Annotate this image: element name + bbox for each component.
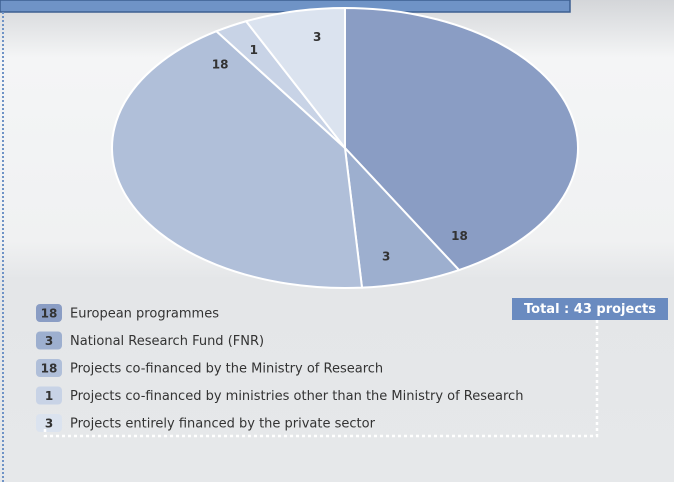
legend-label: Projects co-financed by ministries other… (70, 389, 523, 404)
pie-slice (344, 6, 579, 272)
legend-value: 3 (45, 417, 53, 431)
legend-value: 3 (45, 334, 53, 348)
legend: 18 European programmes 3 National Research … (36, 304, 523, 432)
legend-badge (36, 414, 62, 432)
legend-value: 1 (45, 389, 53, 403)
pie-slice (343, 145, 461, 289)
pie: 18 3 18 1 3 (111, 6, 579, 289)
total-label: Total : 43 projects (524, 302, 656, 317)
legend-label: Projects co-financed by the Ministry of … (70, 362, 383, 377)
legend-value: 18 (41, 307, 58, 321)
pie-slice (111, 30, 364, 289)
slice-label: 18 (212, 57, 229, 71)
slice-label: 18 (451, 229, 468, 243)
legend-label: European programmes (70, 307, 219, 322)
legend-label: National Research Fund (FNR) (70, 334, 264, 349)
legend-badge (36, 331, 62, 350)
legend-badge (36, 304, 62, 322)
slice-label: 3 (313, 30, 321, 44)
connector (43, 320, 599, 438)
header-bar (0, 0, 571, 13)
legend-value: 18 (41, 362, 58, 376)
slice-label: 1 (250, 43, 258, 57)
slice-label: 3 (382, 250, 390, 264)
legend-badge (36, 386, 62, 405)
legend-label: Projects entirely financed by the privat… (70, 417, 376, 432)
total-box (512, 298, 668, 320)
legend-badge (36, 359, 62, 377)
pie-slice (244, 6, 346, 151)
